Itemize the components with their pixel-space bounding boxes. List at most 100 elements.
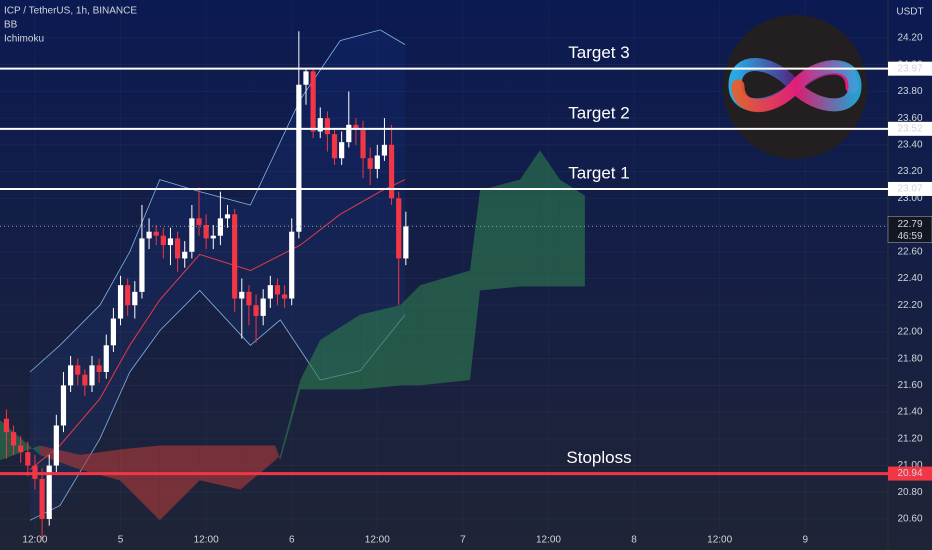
candle-body <box>267 285 273 299</box>
x-tick-label: 6 <box>289 535 295 546</box>
candle-body <box>274 285 281 295</box>
candle-body <box>139 238 145 292</box>
cloud-segment <box>159 445 200 521</box>
candle-body <box>253 305 259 316</box>
candle-body <box>232 214 238 299</box>
candle-body <box>68 365 74 386</box>
indicator-label: BB <box>4 20 18 31</box>
candle-body <box>89 365 95 386</box>
candle-body <box>39 478 45 519</box>
x-tick-label: 12:00 <box>707 535 732 546</box>
cloud-segment <box>119 445 160 521</box>
cloud-segment <box>360 305 401 390</box>
candle-body <box>60 385 67 426</box>
candle-body <box>224 214 231 219</box>
candle-body <box>317 118 323 132</box>
candle-body <box>217 218 223 236</box>
candle-body <box>203 225 209 239</box>
x-tick-label: 12:00 <box>365 535 390 546</box>
last-price: 22.79 <box>897 219 922 230</box>
y-tick-label: 22.20 <box>897 300 922 311</box>
y-tick-label: 23.20 <box>897 166 922 177</box>
cloud-segment <box>420 270 470 386</box>
candle-body <box>146 231 152 239</box>
candle-body <box>396 198 402 259</box>
x-tick-label: 12:00 <box>536 535 561 546</box>
y-tick-label: 22.60 <box>897 246 922 257</box>
candle-body <box>310 71 316 132</box>
x-tick-label: 12:00 <box>22 535 47 546</box>
x-tick-label: 12:00 <box>194 535 219 546</box>
candle-body <box>367 158 373 169</box>
cloud-segment <box>280 380 301 461</box>
countdown: 46:59 <box>897 231 922 242</box>
x-tick-label: 5 <box>118 535 124 546</box>
candle-body <box>175 238 181 259</box>
candle-body <box>196 218 202 226</box>
y-tick-label: 22.40 <box>897 273 922 284</box>
candle-body <box>53 425 59 466</box>
candle-body <box>18 445 24 453</box>
cloud-segment <box>400 285 421 386</box>
x-tick-label: 8 <box>631 535 637 546</box>
candle-body <box>239 291 245 299</box>
candle-body <box>25 452 31 466</box>
level-badge <box>888 466 932 481</box>
bb-line <box>29 179 406 470</box>
cloud-segment <box>559 179 585 287</box>
candle-body <box>182 251 188 259</box>
candle-body <box>289 231 295 299</box>
y-tick-label: 20.60 <box>897 514 922 525</box>
cloud-segment <box>300 339 321 390</box>
last-price-badge <box>887 216 932 243</box>
cloud-segment <box>520 150 540 287</box>
candle-body <box>160 235 166 246</box>
candle-body <box>110 318 117 346</box>
level-badge <box>888 121 932 136</box>
y-tick-label: 24.20 <box>897 33 922 44</box>
chart-title: ICP / TetherUS, 1h, BINANCE <box>4 6 137 17</box>
level-badge <box>888 61 932 76</box>
y-tick-label: 20.80 <box>897 487 922 498</box>
candle-body <box>381 144 388 156</box>
y-tick-label: 21.80 <box>897 353 922 364</box>
cloud-segment <box>539 150 560 287</box>
candle-body <box>388 144 395 199</box>
candle-body <box>374 155 380 169</box>
candle-body <box>260 298 266 316</box>
y-tick-label: 21.20 <box>897 433 922 444</box>
candle-body <box>296 84 302 232</box>
cloud-segment <box>0 420 40 461</box>
plot <box>0 29 888 540</box>
cloud-segment <box>275 445 281 461</box>
indicator-label: Ichimoku <box>4 34 44 45</box>
level-label: Stoploss <box>566 448 631 467</box>
level-label: Target 2 <box>568 103 629 122</box>
candle-body <box>281 294 288 299</box>
y-tick-label: 21.00 <box>897 460 922 471</box>
candle-body <box>132 291 138 306</box>
candle-body <box>339 142 345 159</box>
level-price: 23.52 <box>897 123 922 134</box>
candle-body <box>210 235 216 239</box>
level-label: Target 3 <box>568 43 629 62</box>
level-price: 23.97 <box>897 63 922 74</box>
candle-body <box>303 71 309 85</box>
candle-body <box>353 124 359 129</box>
candle-body <box>403 226 409 259</box>
cloud-segment <box>199 445 241 490</box>
candle-body <box>117 285 124 319</box>
candle-body <box>3 418 10 433</box>
candle-body <box>153 231 159 236</box>
x-tick-label: 9 <box>802 535 808 546</box>
candle-body <box>360 128 366 159</box>
y-tick-label: 21.60 <box>897 380 922 391</box>
candle-body <box>103 345 109 373</box>
level-label: Target 1 <box>568 163 629 182</box>
y-tick-label: 23.00 <box>897 193 922 204</box>
candle-body <box>96 365 102 373</box>
candle-body <box>331 134 338 159</box>
cloud-segment <box>470 190 480 380</box>
candle-body <box>10 432 17 446</box>
